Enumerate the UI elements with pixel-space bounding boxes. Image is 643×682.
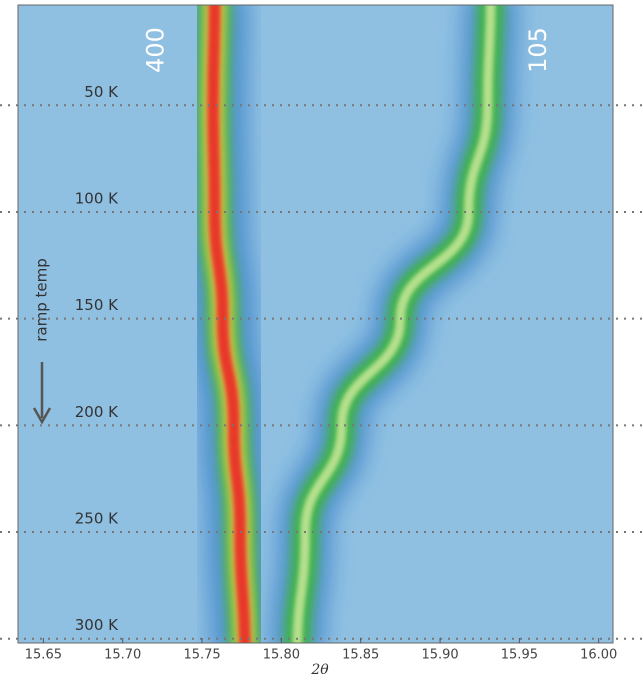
x-tick-label: 15.95	[501, 648, 538, 663]
y-tick-label: 300 K	[75, 616, 119, 634]
series-label: 105	[524, 27, 552, 73]
x-tick-label: 15.85	[342, 648, 379, 663]
x-tick-label: 15.90	[421, 648, 458, 663]
series-label-group: 400	[142, 27, 170, 73]
series-label-group: 105	[524, 27, 552, 73]
annotation: ramp temp	[33, 258, 51, 342]
y-tick-label: 100 K	[75, 189, 119, 207]
frame	[17, 4, 614, 644]
series-label: 400	[142, 27, 170, 73]
annotation-group: ramp temp	[33, 258, 51, 342]
x-tick-label: 15.75	[183, 648, 220, 663]
x-tick-label: 15.80	[263, 648, 300, 663]
x-tick-label: 16.00	[580, 648, 617, 663]
x-tick-label: 15.70	[104, 648, 141, 663]
y-tick-label: 250 K	[75, 510, 119, 528]
y-tick-label: 50 K	[84, 83, 119, 101]
x-tick-label: 15.65	[25, 648, 62, 663]
arrow-head	[32, 407, 52, 425]
y-tick-label: 150 K	[75, 296, 119, 314]
y-tick-label: 200 K	[75, 403, 119, 421]
x-axis-label: 2θ	[310, 662, 329, 678]
